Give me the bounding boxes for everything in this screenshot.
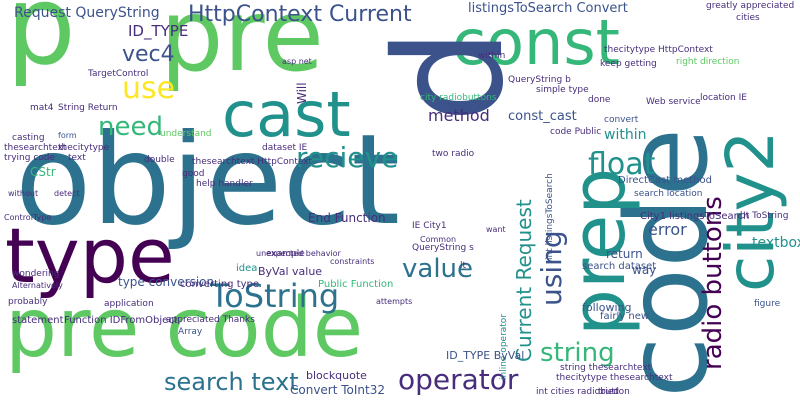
- cloud-word: blockquote: [306, 370, 367, 381]
- cloud-word: form: [58, 132, 77, 140]
- cloud-word: idea: [236, 264, 257, 274]
- cloud-word: want: [486, 226, 506, 234]
- cloud-word: detect: [54, 190, 80, 198]
- cloud-word: asp net: [282, 58, 312, 66]
- cloud-word: text: [68, 154, 86, 163]
- cloud-word: thecitytype: [58, 144, 109, 153]
- cloud-word: QueryString b: [508, 76, 571, 85]
- cloud-word: Array: [178, 328, 202, 337]
- cloud-word: right direction: [676, 58, 739, 67]
- cloud-word: int listingsToSearch: [546, 173, 555, 260]
- cloud-word: constraints: [330, 258, 374, 266]
- cloud-word: without: [8, 190, 38, 198]
- cloud-word: within: [604, 128, 646, 142]
- cloud-word: lt: [460, 262, 466, 271]
- cloud-word: way: [632, 264, 656, 276]
- cloud-word: done: [588, 96, 610, 105]
- cloud-word: Convert ToInt32: [290, 384, 385, 396]
- cloud-word: Public Function: [318, 280, 393, 290]
- cloud-word: Function IDFromObject: [64, 316, 178, 326]
- cloud-word: ControlType: [4, 214, 51, 222]
- cloud-word: Will: [296, 82, 308, 104]
- cloud-word: vec4: [122, 44, 175, 66]
- cloud-word: inline operator: [500, 314, 509, 380]
- cloud-word: method: [428, 108, 490, 124]
- cloud-word: figure: [754, 300, 780, 309]
- cloud-word: converting type: [180, 280, 259, 290]
- cloud-word: double: [144, 156, 175, 165]
- cloud-word: two radio: [432, 150, 474, 159]
- cloud-word: search location: [634, 190, 702, 199]
- cloud-word: probably: [8, 298, 48, 307]
- cloud-word: mat4: [30, 104, 54, 113]
- cloud-word: wondering: [12, 270, 59, 279]
- cloud-word: listingsToSearch Convert: [468, 2, 628, 15]
- cloud-word: thecitytype thesearchtext: [556, 374, 672, 383]
- cloud-word: simple type: [536, 86, 589, 95]
- cloud-word: good: [182, 170, 204, 179]
- cloud-word: cities: [736, 14, 760, 23]
- cloud-word: application: [104, 300, 154, 309]
- cloud-word: End Function: [308, 212, 386, 224]
- cloud-word: casting: [12, 134, 45, 143]
- cloud-word: unexpected behavior: [256, 250, 341, 258]
- cloud-word: CStr: [30, 166, 56, 178]
- cloud-word: String Return: [58, 104, 118, 113]
- cloud-word: thecitytype HttpContext: [604, 46, 713, 55]
- cloud-word: thesearchtext HttpContext: [192, 158, 312, 167]
- cloud-word: city radiobuttons: [420, 94, 496, 103]
- cloud-word: QueryString s: [412, 244, 474, 253]
- cloud-word: City1 listingsToSearch: [640, 212, 749, 222]
- cloud-word: radio buttons: [700, 196, 726, 370]
- cloud-word: const_cast: [508, 110, 577, 123]
- cloud-word: within: [478, 52, 505, 61]
- cloud-word: location IE: [700, 94, 747, 103]
- cloud-word: attempts: [376, 298, 412, 306]
- cloud-word: statement: [12, 316, 63, 326]
- cloud-word: IE City1: [412, 222, 447, 231]
- cloud-word: Web service: [646, 98, 701, 107]
- cloud-word: ID_TYPE ByVal: [446, 350, 524, 361]
- cloud-word: ByVal value: [258, 266, 322, 277]
- cloud-word: greatly appreciated: [706, 2, 794, 11]
- cloud-word: Alternatively: [12, 282, 63, 290]
- cloud-word: ID_TYPE: [128, 24, 188, 39]
- cloud-word: HttpContext Current: [188, 4, 412, 26]
- cloud-word: trying code: [4, 154, 55, 163]
- cloud-word: string thesearchtext: [560, 364, 651, 373]
- cloud-word: understand: [160, 130, 212, 139]
- cloud-word: need: [98, 114, 163, 140]
- cloud-word: keep getting: [600, 60, 657, 69]
- cloud-word: Request QueryString: [14, 6, 160, 20]
- cloud-word: Common: [420, 236, 456, 244]
- cloud-word: dataset IE: [262, 144, 307, 153]
- cloud-word: fairly new: [600, 312, 649, 322]
- cloud-word: return: [606, 248, 643, 260]
- cloud-word: appreciated Thanks: [166, 316, 255, 325]
- cloud-word: bt ToString: [740, 212, 788, 221]
- cloud-word: help handler: [196, 180, 253, 189]
- cloud-word: cast: [222, 84, 351, 146]
- cloud-word: convert: [604, 116, 638, 125]
- cloud-word: DirectCast method: [618, 176, 712, 186]
- cloud-word: tried: [598, 388, 619, 397]
- cloud-word: TargetControl: [88, 70, 148, 79]
- cloud-word: Current Request: [514, 199, 534, 362]
- cloud-word: search text: [164, 370, 299, 394]
- cloud-word: error: [648, 222, 687, 238]
- cloud-word: code Public: [550, 128, 601, 137]
- cloud-word: textbox: [752, 236, 800, 250]
